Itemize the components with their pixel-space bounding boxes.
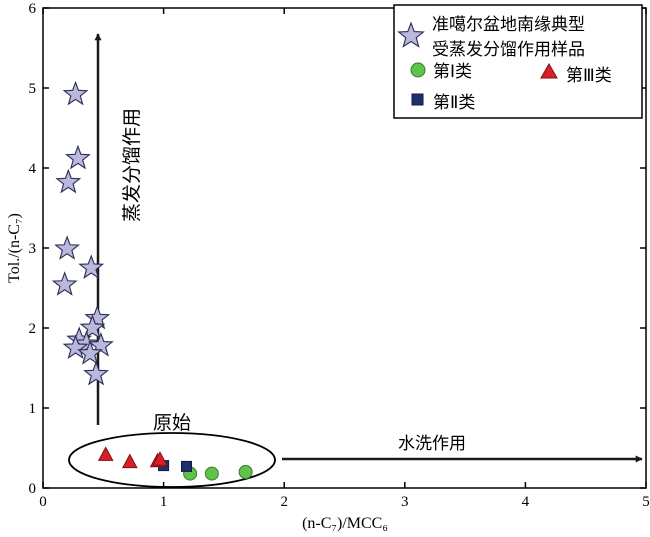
legend-circle-icon [410,62,426,78]
y-tick-label: 3 [29,241,37,257]
legend-star-line1: 准噶尔盆地南缘典型 [432,15,585,35]
y-axis-title: Tol./(n-C₇) [6,213,23,283]
triangle-point [97,446,114,461]
legend: 准噶尔盆地南缘典型 受蒸发分馏作用样品 第Ⅰ类 第Ⅲ类 第Ⅱ类 [393,4,643,119]
original-label: 原始 [153,412,191,434]
data-marks [51,80,253,481]
legend-star-shape [397,21,425,48]
evaporation-label: 蒸发分馏作用 [121,108,143,222]
triangle-point [121,453,138,469]
y-tick-label: 2 [29,321,37,337]
star-point [62,334,89,359]
legend-class3-label: 第Ⅲ类 [566,66,612,86]
star-point [55,168,82,194]
legend-star-icon [397,21,425,48]
x-tick-label: 3 [401,494,409,510]
x-tick-labels: 0 1 2 3 4 5 [39,494,650,510]
star-point [78,254,105,279]
y-tick-label: 6 [29,1,37,17]
star-point [73,330,100,355]
star-point [54,235,81,260]
star-point [77,340,103,365]
star-point [65,144,91,170]
legend-triangle-icon [540,62,558,79]
legend-box [393,4,643,119]
triangle-point [152,451,168,466]
water-washing-label: 水洗作用 [398,434,466,454]
y-tick-label: 5 [29,81,37,97]
circle-point [204,466,219,481]
x-tick-label: 5 [642,494,650,510]
x-axis-title: (n-C₇)/MCC₆ [302,515,388,532]
original-ellipse [68,432,276,488]
star-point [62,80,89,106]
square-point [181,460,193,472]
legend-class1-label: 第Ⅰ类 [433,62,472,82]
x-tick-label: 4 [522,494,530,510]
x-tick-label: 1 [160,494,168,510]
legend-star-line2: 受蒸发分馏作用样品 [432,40,585,60]
circle-point [238,465,253,479]
y-tick-label: 1 [29,401,37,417]
star-point [83,360,109,386]
x-tick-label: 0 [39,494,47,510]
y-tick-label: 0 [29,481,37,497]
star-point [79,314,106,339]
x-tick-label: 2 [280,494,288,510]
y-tick-labels: 0 1 2 3 4 5 6 [29,1,37,497]
legend-class2-label: 第Ⅱ类 [433,93,475,113]
star-point [84,304,111,330]
legend-square-icon [411,93,424,106]
star-point [51,271,78,296]
y-tick-label: 4 [29,161,37,177]
